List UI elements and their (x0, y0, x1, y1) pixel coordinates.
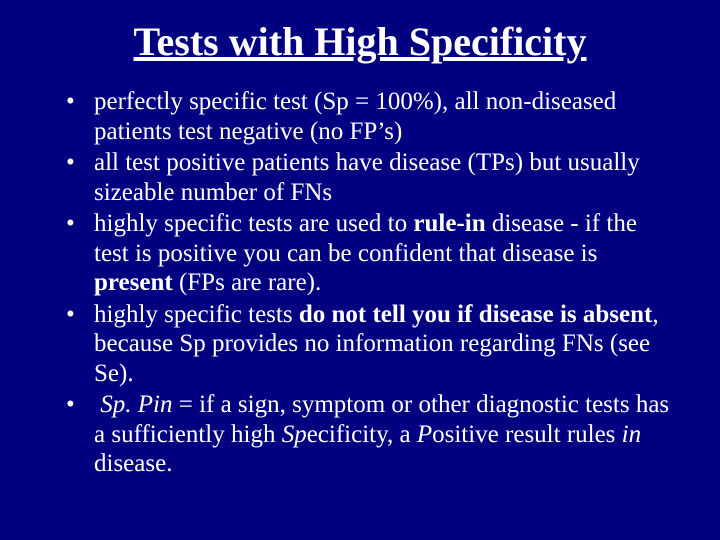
bullet-segment: Sp (282, 421, 307, 448)
bullet-segment: highly specific tests are used to (94, 210, 413, 237)
bullet-item: highly specific tests do not tell you if… (66, 300, 670, 389)
bullet-item: perfectly specific test (Sp = 100%), all… (66, 87, 670, 146)
bullet-segment: highly specific tests (94, 301, 299, 328)
slide-title: Tests with High Specificity (80, 18, 640, 65)
bullet-segment: all test positive patients have disease … (94, 149, 640, 206)
bullet-segment: in (622, 421, 641, 448)
bullet-segment: (FPs are rare). (173, 269, 322, 296)
bullet-segment: Sp. Pin (100, 391, 172, 418)
bullet-segment: do not tell you if disease is absent (299, 301, 653, 328)
bullet-segment: present (94, 269, 173, 296)
bullet-item: all test positive patients have disease … (66, 148, 670, 207)
bullet-segment: disease. (94, 450, 172, 477)
bullet-segment: P (417, 421, 432, 448)
bullet-item: Sp. Pin = if a sign, symptom or other di… (66, 390, 670, 479)
bullet-list: perfectly specific test (Sp = 100%), all… (50, 87, 670, 479)
bullet-item: highly specific tests are used to rule-i… (66, 209, 670, 298)
slide: Tests with High Specificity perfectly sp… (0, 0, 720, 540)
bullet-segment: ecificity, a (307, 421, 417, 448)
bullet-segment: perfectly specific test (Sp = 100%), all… (94, 88, 616, 145)
bullet-segment: ositive result rules (432, 421, 622, 448)
bullet-segment: rule-in (413, 210, 485, 237)
